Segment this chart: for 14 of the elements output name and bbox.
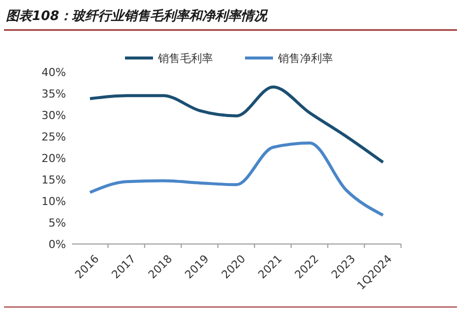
y-tick-label: 5%: [48, 216, 66, 230]
line-series: [88, 86, 384, 164]
y-tick-label: 0%: [48, 238, 66, 251]
line-series: [88, 141, 384, 217]
legend-label: 销售净利率: [277, 52, 333, 65]
y-tick-label: 10%: [42, 194, 66, 208]
y-tick-label: 30%: [42, 108, 66, 122]
y-tick-label: 20%: [42, 152, 66, 165]
chart-title: 图表108：玻纤行业销售毛利率和净利率情况: [6, 8, 268, 24]
y-tick-label: 35%: [42, 87, 66, 100]
y-tick-label: 15%: [42, 173, 66, 186]
y-tick-label: 25%: [42, 130, 66, 144]
legend-label: 销售毛利率: [157, 52, 213, 65]
y-tick-label: 40%: [42, 66, 66, 79]
